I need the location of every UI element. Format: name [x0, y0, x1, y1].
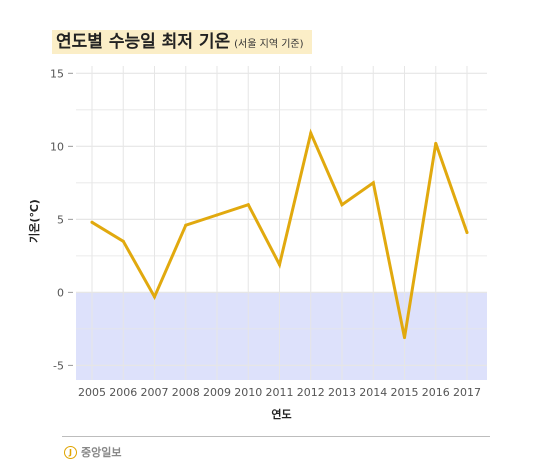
chart-title: 연도별 수능일 최저 기온	[56, 32, 231, 52]
x-tick-label: 2016	[422, 386, 450, 399]
footer-divider	[62, 436, 490, 437]
x-axis-label: 연도	[271, 407, 291, 421]
data-point	[465, 230, 469, 234]
data-point	[434, 141, 438, 145]
y-tick-label: 0	[57, 286, 64, 299]
data-point	[246, 203, 250, 207]
x-tick-label: 2008	[172, 386, 200, 399]
data-point	[184, 223, 188, 227]
y-tick-label: 5	[57, 213, 64, 226]
brand: J 중앙일보	[64, 444, 121, 460]
chart-title-box: 연도별 수능일 최저 기온 (서울 지역 기준)	[52, 30, 312, 54]
x-tick-label: 2009	[203, 386, 231, 399]
x-tick-label: 2011	[266, 386, 294, 399]
x-tick-label: 2005	[78, 386, 106, 399]
data-point	[403, 336, 406, 340]
brand-logo-icon: J	[64, 445, 77, 459]
x-tick-label: 2017	[453, 386, 481, 399]
y-tick-label: -5	[53, 359, 64, 372]
below-zero-band	[76, 292, 487, 380]
x-tick-label: 2007	[141, 386, 169, 399]
data-point	[153, 295, 156, 299]
x-tick-label: 2012	[297, 386, 325, 399]
y-tick-label: 10	[50, 140, 64, 153]
chart-subtitle: (서울 지역 기준)	[234, 39, 304, 50]
y-tick-label: 15	[50, 67, 64, 80]
data-point	[215, 213, 219, 217]
x-tick-label: 2015	[391, 386, 419, 399]
data-point	[121, 239, 125, 243]
brand-name: 중앙일보	[81, 446, 122, 459]
data-point	[340, 203, 344, 207]
x-tick-label: 2014	[359, 386, 387, 399]
x-tick-label: 2010	[234, 386, 262, 399]
x-tick-label: 2013	[328, 386, 356, 399]
data-point	[371, 181, 375, 185]
y-axis-label: 기온(℃)	[27, 199, 41, 243]
data-point	[278, 263, 281, 267]
data-point	[309, 131, 313, 135]
x-tick-label: 2006	[109, 386, 137, 399]
data-point	[90, 220, 94, 224]
